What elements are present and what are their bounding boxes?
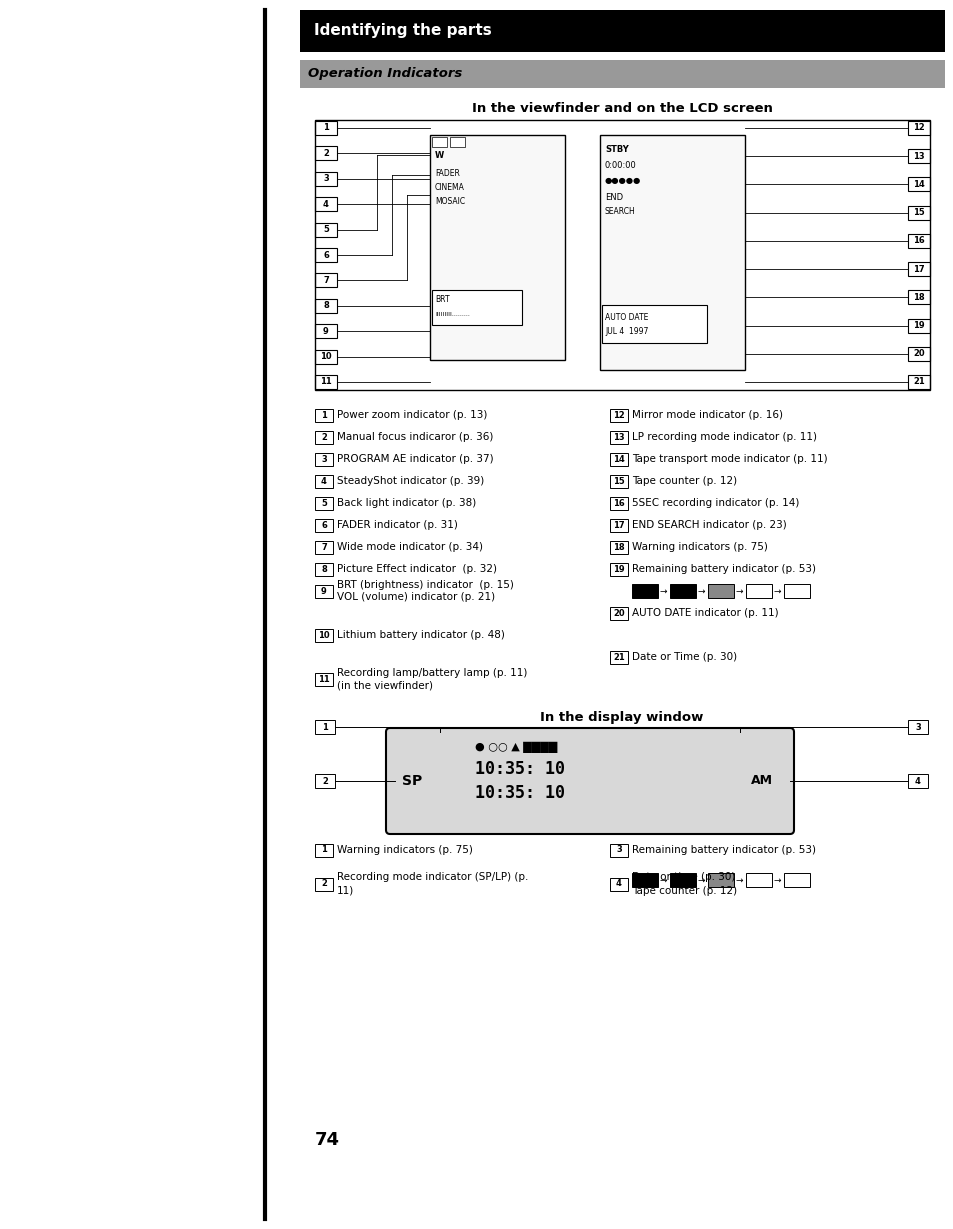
Text: W: W [435,150,444,160]
Bar [631,584,658,599]
Text: 11: 11 [317,675,330,683]
Text: 19: 19 [613,564,624,574]
Bar [314,146,336,161]
Text: Date or Time (p. 30): Date or Time (p. 30) [631,653,737,662]
Text: Recording lamp/battery lamp (p. 11)
(in the viewfinder): Recording lamp/battery lamp (p. 11) (in … [336,667,527,691]
Bar [314,248,336,262]
Text: IIIIIIIII.........: IIIIIIIII......... [435,311,470,317]
Text: 5SEC recording indicator (p. 14): 5SEC recording indicator (p. 14) [631,498,799,508]
Text: AM: AM [750,774,772,788]
Bar [314,878,333,891]
Text: 18: 18 [613,542,624,552]
Text: CINEMA: CINEMA [435,182,464,192]
Text: Back light indicator (p. 38): Back light indicator (p. 38) [336,498,476,508]
Bar [707,873,733,887]
Text: 17: 17 [912,264,923,274]
Text: Power zoom indicator (p. 13): Power zoom indicator (p. 13) [336,410,487,420]
Text: Operation Indicators: Operation Indicators [308,68,462,81]
Bar [907,774,927,788]
Bar [314,299,336,313]
Text: END: END [604,193,622,202]
Bar [314,120,929,390]
Text: FADER indicator (p. 31): FADER indicator (p. 31) [336,520,457,530]
Text: 10:35: 10: 10:35: 10 [475,784,564,803]
Text: 9: 9 [321,586,327,596]
Bar [609,452,627,466]
Bar [907,347,929,361]
Text: 1: 1 [323,123,329,133]
Text: 4: 4 [616,880,621,889]
Text: Tape counter (p. 12): Tape counter (p. 12) [631,476,737,485]
Bar [314,324,336,338]
Text: 19: 19 [912,321,923,331]
Text: 8: 8 [323,301,329,310]
Text: SP: SP [401,774,421,788]
Bar [907,149,929,163]
Bar [609,497,627,510]
Bar [609,519,627,531]
Text: SteadyShot indicator (p. 39): SteadyShot indicator (p. 39) [336,476,484,485]
Bar [609,843,627,857]
Text: 10: 10 [318,630,330,639]
Text: 74: 74 [314,1131,339,1149]
Bar [907,234,929,248]
Text: Wide mode indicator (p. 34): Wide mode indicator (p. 34) [336,542,482,552]
Text: AUTO DATE: AUTO DATE [604,313,648,322]
Bar [669,873,696,887]
Text: BRT: BRT [435,295,449,305]
Bar [314,720,335,734]
Text: 15: 15 [613,477,624,485]
Text: 3: 3 [914,723,920,731]
Text: 3: 3 [323,175,329,183]
Bar [907,720,927,734]
Text: →: → [698,875,705,885]
Text: →: → [735,875,742,885]
Bar [432,136,447,147]
Bar [314,430,333,444]
Bar [631,873,658,887]
Text: →: → [659,875,667,885]
Bar [314,541,333,553]
Text: Recording mode indicator (SP/LP) (p.
11): Recording mode indicator (SP/LP) (p. 11) [336,873,528,896]
Text: →: → [698,586,705,596]
Text: PROGRAM AE indicator (p. 37): PROGRAM AE indicator (p. 37) [336,454,493,465]
Text: 6: 6 [323,251,329,259]
Text: In the display window: In the display window [539,712,703,725]
Text: 12: 12 [613,410,624,419]
Bar [707,584,733,599]
Text: 4: 4 [323,199,329,209]
Bar [609,563,627,575]
Text: BRT (brightness) indicator  (p. 15)
VOL (volume) indicator (p. 21): BRT (brightness) indicator (p. 15) VOL (… [336,580,514,602]
Text: 16: 16 [613,499,624,508]
FancyBboxPatch shape [386,728,793,834]
Text: FADER: FADER [435,168,459,177]
Text: 13: 13 [912,151,923,161]
Text: 1: 1 [321,846,327,854]
Text: 1: 1 [321,410,327,419]
Text: 8: 8 [321,564,327,574]
Bar [783,873,809,887]
Bar [430,135,564,360]
Bar [432,290,521,324]
Text: 5: 5 [321,499,327,508]
Bar [601,305,706,343]
Bar [609,408,627,422]
Bar [609,430,627,444]
Bar [314,474,333,488]
Bar [783,584,809,599]
Text: 21: 21 [613,653,624,661]
Bar [599,135,744,370]
Text: STBY: STBY [604,145,628,155]
Bar [314,222,336,237]
Text: Remaining battery indicator (p. 53): Remaining battery indicator (p. 53) [631,846,815,855]
Bar [314,273,336,288]
Text: 18: 18 [912,293,923,302]
Text: 20: 20 [613,608,624,617]
Bar [314,197,336,211]
Bar [745,873,771,887]
Text: 14: 14 [912,179,923,189]
Text: LP recording mode indicator (p. 11): LP recording mode indicator (p. 11) [631,433,816,442]
Bar [669,584,696,599]
Text: 20: 20 [912,349,923,359]
Text: 11: 11 [320,377,332,386]
